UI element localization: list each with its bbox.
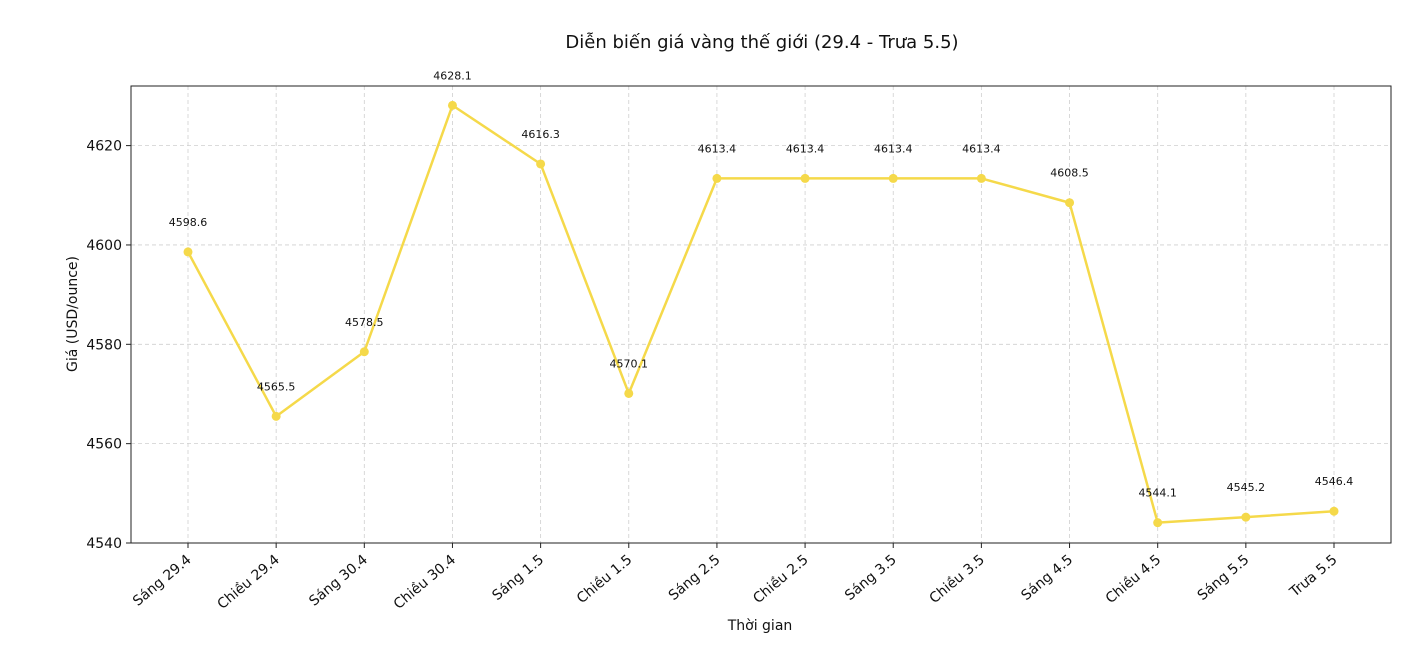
series-line	[186, 104, 1335, 524]
data-point	[976, 173, 986, 183]
data-point	[800, 173, 810, 183]
data-point	[183, 247, 193, 257]
y-axis-label: Giá (USD/ounce)	[65, 256, 81, 372]
data-label: 4613.4	[698, 142, 737, 155]
x-tick-label: Sáng 3.5	[842, 552, 900, 604]
y-tick-label: 4620	[86, 139, 122, 155]
data-point	[1065, 198, 1075, 208]
x-axis-label: Thời gian	[727, 618, 793, 634]
x-tick-label: Chiều 1.5	[573, 551, 635, 607]
x-tick-label: Sáng 1.5	[489, 552, 547, 604]
data-label: 4613.4	[962, 142, 1001, 155]
x-axis-ticks: Sáng 29.4 Chiều 29.4 Sáng 30.4 Chiều 30.4 Sá…	[130, 543, 1341, 613]
data-label: 4570.1	[610, 357, 649, 370]
data-point	[624, 388, 634, 398]
data-label: 4628.1	[433, 69, 472, 82]
data-point	[447, 100, 457, 110]
x-tick-label: Chiều 29.4	[214, 551, 283, 613]
y-tick-label: 4540	[86, 536, 122, 552]
data-labels: 4598.6 4565.5 4578.5 4628.1 4616.3 4570.1 4613…	[169, 69, 1354, 499]
x-tick-label: Sáng 30.4	[306, 552, 371, 610]
x-tick-label: Chiều 2.5	[750, 551, 812, 607]
x-tick-label: Chiều 3.5	[926, 551, 988, 607]
data-label: 4613.4	[874, 142, 913, 155]
chart-title: Diễn biến giá vàng thế giới (29.4 - Trưa…	[565, 32, 958, 53]
y-tick-label: 4560	[86, 437, 122, 453]
data-point	[712, 173, 722, 183]
x-tick-label: Chiều 30.4	[390, 551, 459, 613]
data-label: 4598.6	[169, 216, 208, 229]
data-point	[888, 173, 898, 183]
data-point	[536, 159, 546, 169]
data-point	[271, 411, 281, 421]
data-label: 4616.3	[521, 128, 560, 141]
data-point	[1153, 518, 1163, 528]
y-axis-ticks: 4540 4560 4580 4600 4620	[86, 139, 131, 552]
x-tick-label: Sáng 2.5	[666, 552, 724, 604]
y-tick-label: 4600	[86, 238, 122, 254]
data-label: 4546.4	[1315, 475, 1354, 488]
series-layer	[183, 100, 1339, 528]
data-label: 4578.5	[345, 316, 384, 329]
data-label: 4565.5	[257, 380, 296, 393]
data-point	[1241, 512, 1251, 522]
x-tick-label: Trưa 5.5	[1286, 552, 1340, 601]
data-label: 4544.1	[1138, 487, 1177, 500]
x-tick-label: Sáng 5.5	[1195, 552, 1253, 604]
y-tick-label: 4580	[86, 337, 122, 353]
grid	[131, 86, 1391, 544]
data-label: 4608.5	[1050, 167, 1089, 180]
plot-frame	[130, 85, 1392, 544]
data-label: 4545.2	[1227, 481, 1266, 494]
data-point	[1329, 506, 1339, 516]
data-label: 4613.4	[786, 142, 825, 155]
x-tick-label: Sáng 4.5	[1018, 552, 1076, 604]
x-tick-label: Chiều 4.5	[1102, 551, 1164, 607]
x-tick-label: Sáng 29.4	[130, 552, 195, 610]
data-point	[359, 347, 369, 357]
